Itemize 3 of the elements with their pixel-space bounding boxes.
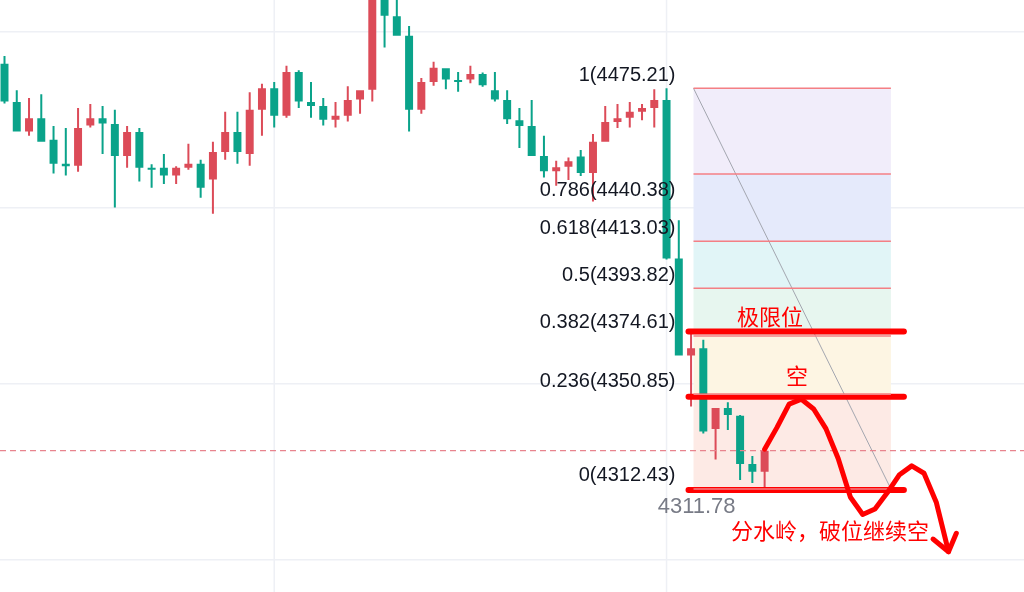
annotation: 空 [786,363,808,389]
annotation: 极限位 [737,304,803,330]
annotation: 分水岭，破位继续空 [731,519,929,545]
